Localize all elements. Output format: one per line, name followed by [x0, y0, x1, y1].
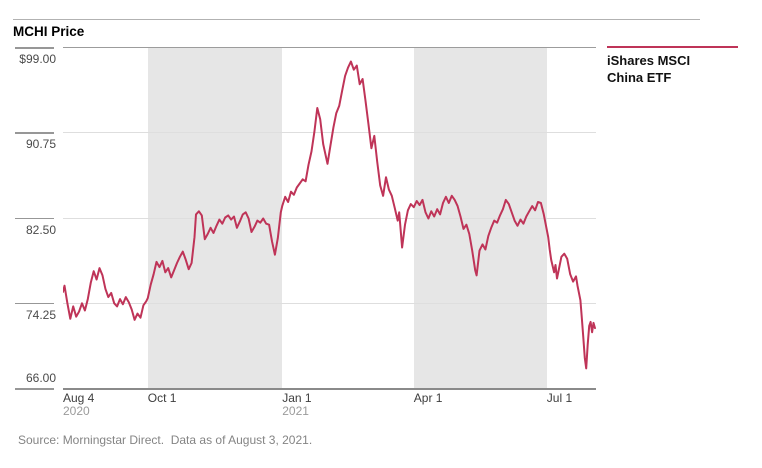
x-axis-month-label: Oct 1 — [147, 391, 177, 405]
legend: iShares MSCI China ETF — [607, 52, 690, 86]
x-axis-label: Oct 1 — [148, 392, 177, 405]
y-axis-label: $99.00 — [19, 52, 56, 66]
y-axis-label: 82.50 — [25, 222, 56, 237]
y-axis-label: 90.75 — [25, 137, 56, 152]
chart-title: MCHI Price — [13, 24, 85, 39]
x-axis-label: Jul 1 — [547, 392, 572, 405]
x-axis-label: Jan 1 2021 — [282, 392, 311, 418]
x-axis-label: Aug 4 2020 — [63, 392, 94, 418]
price-line-svg — [63, 60, 596, 370]
y-axis-tick — [15, 47, 54, 49]
y-axis-tick — [15, 132, 54, 134]
legend-color-line — [607, 46, 738, 48]
gridline — [63, 132, 596, 134]
x-axis-year-label: 2021 — [282, 404, 309, 418]
gridline — [63, 302, 596, 304]
shaded-band — [147, 47, 283, 390]
x-axis-month-label: Jan 1 — [282, 391, 312, 405]
x-axis-month-label: Apr 1 — [413, 391, 443, 405]
y-axis-tick — [15, 388, 54, 390]
x-axis-year-label: 2020 — [63, 404, 90, 418]
x-axis-month-label: Jul 1 — [546, 391, 573, 405]
legend-label-line1: iShares MSCI — [607, 53, 691, 68]
plot-top-border — [63, 47, 596, 48]
gridline — [63, 217, 596, 219]
source-note: Source: Morningstar Direct. Data as of A… — [18, 433, 313, 447]
top-rule — [13, 19, 700, 20]
price-line — [63, 60, 596, 370]
y-axis-tick — [15, 302, 54, 305]
legend-label-line2: China ETF — [607, 70, 672, 85]
x-axis-month-label: Aug 4 — [63, 391, 95, 405]
x-axis-label: Apr 1 — [414, 392, 443, 405]
y-axis-label: 66.00 — [25, 371, 56, 385]
y-axis-label: 74.25 — [25, 307, 56, 322]
y-axis-tick — [15, 217, 54, 219]
x-axis-line — [63, 388, 596, 390]
